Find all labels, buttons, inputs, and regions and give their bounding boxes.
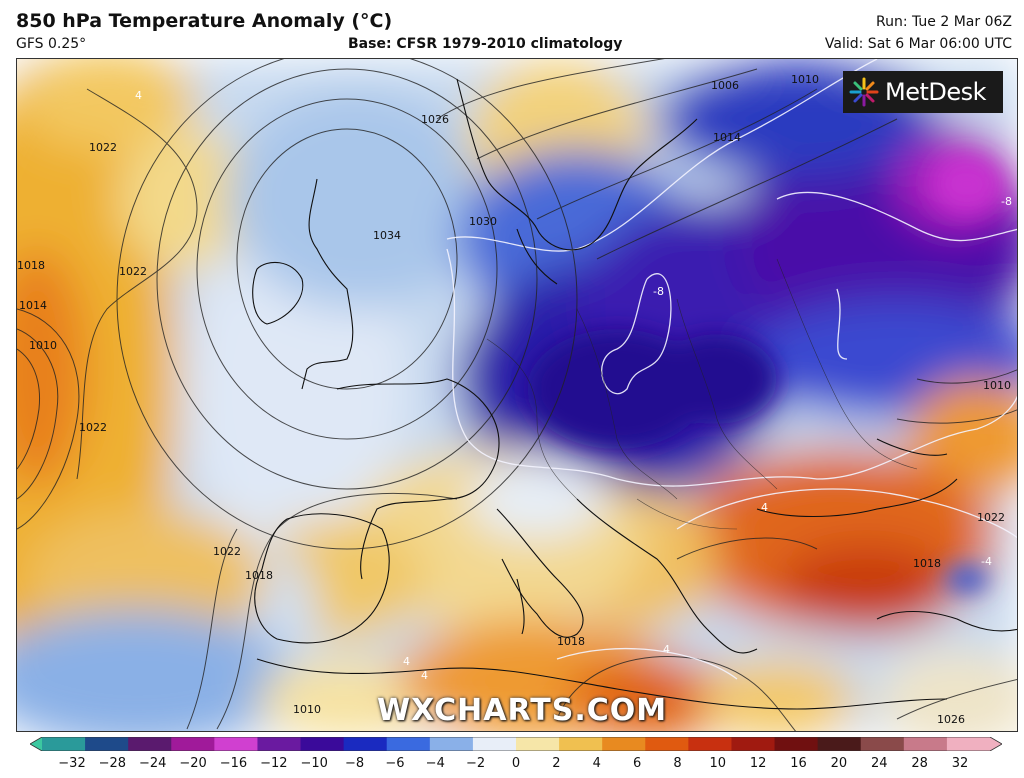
borders [486,258,918,530]
colorbar-tick-label: −32 [58,756,86,771]
anomaly-label: 4 [761,501,768,514]
anomaly-contours [446,59,1017,680]
colorbar-segment [429,737,474,751]
colorbar-tick-label: 24 [870,756,888,771]
metdesk-burst-icon [849,77,879,107]
colorbar-tick-label: −24 [139,756,167,771]
isobar-label: 1018 [557,635,585,648]
colorbar-tick-label: 10 [709,756,727,771]
isobar-label: 1014 [713,131,741,144]
colorbar-tick-label: 0 [511,756,521,771]
colorbar-segment [300,737,345,751]
isobar-label: 1014 [19,299,47,312]
isobar-label: 1022 [119,265,147,278]
isobar-label: 1026 [421,113,449,126]
anomaly-label: 4 [135,89,142,102]
anomaly-label: 4 [663,643,670,656]
temperature-field [17,59,1017,731]
colorbar-tick-label: 32 [951,756,969,771]
logo-text: MetDesk [885,78,987,106]
colorbar-ticks: −32 −28 −24 −20 −16 −12 −10 −8 −6 −4 −2 0 2 4 6 8 10 12 16… [0,756,1024,774]
colorbar-tick-label: −6 [385,756,405,771]
colorbar-tick-label: 28 [911,756,928,771]
isobar-labels: 1006 1010 1014 1022 1026 1030 1034 1022 … [17,73,1011,726]
colorbar-tick-label: −12 [260,756,288,771]
colorbar-arrow-right [990,737,1002,751]
colorbar-tick-label: 8 [673,756,682,771]
anomaly-label: 4 [403,655,410,668]
colorbar-tick-label: 20 [830,756,848,771]
anomaly-label: -8 [653,285,664,298]
isobar-label: 1034 [373,229,401,242]
isobar-label: 1010 [983,379,1011,392]
colorbar-tick-label: 12 [749,756,767,771]
colorbar-tick-label: −8 [344,756,365,771]
anomaly-core [527,154,1002,593]
isobar-label: 1022 [89,141,117,154]
watermark: WXCHARTS.COM [377,693,668,728]
colorbar-tick-label: 2 [552,756,561,771]
anomaly-map: 1006 1010 1014 1022 1026 1030 1034 1022 … [16,58,1018,732]
colorbar-segment [472,737,517,751]
chart-title: 850 hPa Temperature Anomaly (°C) [16,10,393,32]
anomaly-label: -8 [1001,195,1012,208]
climatology-base-label: Base: CFSR 1979-2010 climatology [348,36,623,52]
colorbar-segment [128,737,172,751]
colorbar-tick-label: −28 [98,756,127,771]
colorbar-tick-label: 4 [592,756,601,771]
isobar-label: 1026 [937,713,965,726]
isobar-label: 1018 [17,259,45,272]
colorbar-tick-label: −4 [425,756,445,771]
colorbar-segment [731,737,776,751]
colorbar-segment [817,737,862,751]
colorbar-segment [386,737,431,751]
isobar-label: 1010 [293,703,321,716]
isobar-label: 1010 [29,339,57,352]
metdesk-logo: MetDesk [843,71,1003,113]
run-time-label: Run: Tue 2 Mar 06Z [875,14,1012,30]
colorbar-arrow-left [30,737,42,751]
colorbar-tick-label: 6 [632,756,642,771]
colorbar-tick-label: −20 [179,756,207,771]
colorbar-segment [171,737,215,751]
anomaly-labels: -8 -8 4 4 4 -4 4 4 [135,89,1012,682]
colorbar-segment [42,737,86,751]
colorbar-tick-label: −10 [300,756,328,771]
map-canvas: 1006 1010 1014 1022 1026 1030 1034 1022 … [17,59,1017,731]
isobar-label: 1010 [791,73,819,86]
anomaly-label: -4 [981,555,992,568]
colorbar-tick-label: −16 [219,756,248,771]
colorbar-segment [645,737,689,751]
model-label: GFS 0.25° [16,36,87,52]
isobar-label: 1022 [79,421,107,434]
colorbar-segment [214,737,258,751]
coastlines [252,78,1017,710]
colorbar [30,737,1002,751]
colorbar-segment [602,737,646,751]
colorbar-segment [774,737,819,751]
colorbar-segment [85,737,129,751]
isobars [17,59,1017,731]
isobar-label: 1022 [977,511,1005,524]
colorbar-segment [257,737,302,751]
colorbar-segment [516,737,560,751]
colorbar-segment [946,737,991,751]
colorbar-segment [903,737,948,751]
colorbar-segment [688,737,732,751]
colorbar-segment [860,737,905,751]
isobar-label: 1018 [245,569,273,582]
isobar-label: 1018 [913,557,941,570]
colorbar-segment [559,737,603,751]
isobar-label: 1030 [469,215,497,228]
colorbar-tick-label: −2 [466,756,486,771]
colorbar-segment [343,737,388,751]
isobar-label: 1006 [711,79,739,92]
isobar-label: 1022 [213,545,241,558]
colorbar-tick-label: 16 [790,756,807,771]
valid-time-label: Valid: Sat 6 Mar 06:00 UTC [824,36,1012,52]
anomaly-label: 4 [421,669,428,682]
